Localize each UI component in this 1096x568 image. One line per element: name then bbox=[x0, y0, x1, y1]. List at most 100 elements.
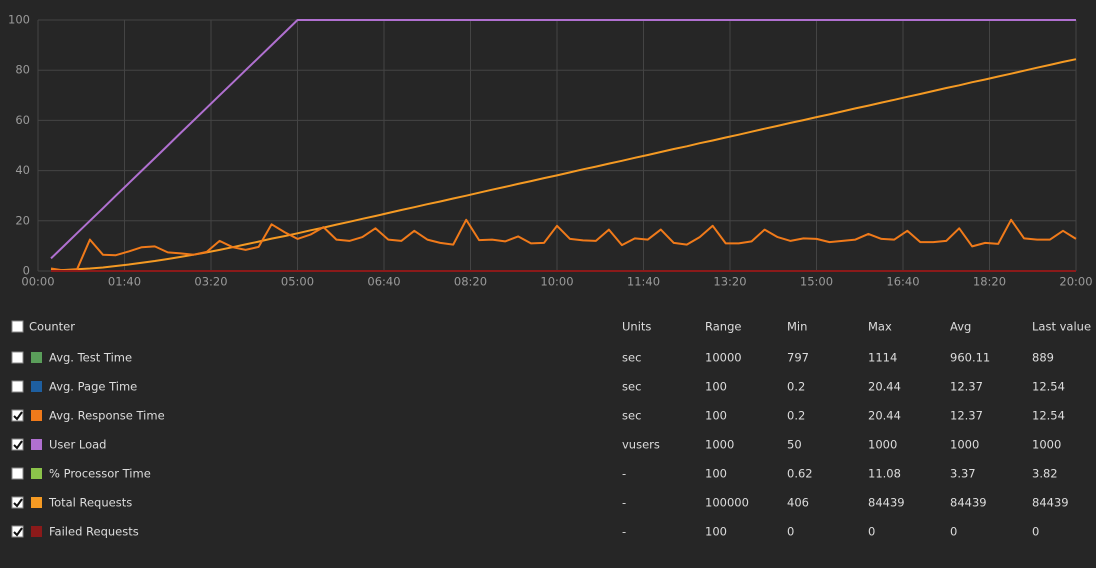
cell: 0 bbox=[868, 525, 875, 539]
checkbox[interactable] bbox=[11, 409, 24, 422]
cell: 3.37 bbox=[950, 467, 976, 481]
cell: 50 bbox=[787, 438, 802, 452]
cell: 100 bbox=[705, 525, 727, 539]
cell: 10000 bbox=[705, 351, 742, 365]
cell: 12.37 bbox=[950, 380, 983, 394]
color-swatch bbox=[31, 526, 42, 537]
counter-table: Counter Units Range Min Max Avg Last value Avg.… bbox=[11, 320, 1091, 539]
checkbox[interactable] bbox=[11, 467, 24, 480]
column-header: Units bbox=[622, 320, 651, 334]
cell: 12.54 bbox=[1032, 409, 1065, 423]
x-tick-label: 20:00 bbox=[1059, 275, 1092, 289]
counter-name: Avg. Test Time bbox=[49, 351, 132, 365]
x-tick-label: 00:00 bbox=[21, 275, 54, 289]
series-line bbox=[50, 19, 1076, 260]
cell: 0.2 bbox=[787, 409, 805, 423]
x-tick-label: 05:00 bbox=[281, 275, 314, 289]
color-swatch bbox=[31, 381, 42, 392]
cell: 0.2 bbox=[787, 380, 805, 394]
counter-name: User Load bbox=[49, 438, 106, 452]
counter-name: Avg. Response Time bbox=[49, 409, 165, 423]
counter-name: Avg. Page Time bbox=[49, 380, 137, 394]
counter-name: Total Requests bbox=[48, 496, 132, 510]
cell: 12.54 bbox=[1032, 380, 1065, 394]
cell: 960.11 bbox=[950, 351, 990, 365]
y-tick-label: 100 bbox=[8, 13, 30, 27]
cell: 20.44 bbox=[868, 380, 901, 394]
x-tick-label: 10:00 bbox=[540, 275, 573, 289]
cell: 100 bbox=[705, 380, 727, 394]
y-tick-label: 60 bbox=[15, 113, 30, 127]
column-header: Max bbox=[868, 320, 892, 334]
counter-name: Failed Requests bbox=[49, 525, 139, 539]
cell: 406 bbox=[787, 496, 809, 510]
cell: 84439 bbox=[1032, 496, 1069, 510]
cell: 100000 bbox=[705, 496, 749, 510]
checkbox[interactable] bbox=[11, 351, 24, 364]
cell: sec bbox=[622, 409, 641, 423]
x-tick-label: 16:40 bbox=[886, 275, 919, 289]
color-swatch bbox=[31, 497, 42, 508]
x-tick-label: 06:40 bbox=[367, 275, 400, 289]
series-line bbox=[50, 218, 1077, 272]
cell: 84439 bbox=[950, 496, 987, 510]
x-tick-label: 11:40 bbox=[627, 275, 660, 289]
cell: 12.37 bbox=[950, 409, 983, 423]
counter-name: % Processor Time bbox=[49, 467, 151, 481]
color-swatch bbox=[31, 439, 42, 450]
cell: 0 bbox=[1032, 525, 1039, 539]
column-header: Avg bbox=[950, 320, 971, 334]
y-tick-label: 80 bbox=[15, 63, 30, 77]
checkmark bbox=[13, 498, 23, 508]
cell: 100 bbox=[705, 409, 727, 423]
color-swatch bbox=[31, 468, 42, 479]
x-tick-label: 18:20 bbox=[973, 275, 1006, 289]
cell: - bbox=[622, 496, 626, 510]
column-header: Min bbox=[787, 320, 807, 334]
cell: - bbox=[622, 525, 626, 539]
cell: 84439 bbox=[868, 496, 905, 510]
x-tick-label: 13:20 bbox=[713, 275, 746, 289]
y-tick-label: 40 bbox=[15, 163, 30, 177]
column-header: Last value bbox=[1032, 320, 1091, 334]
checkbox[interactable] bbox=[11, 380, 24, 393]
checkbox[interactable] bbox=[11, 496, 24, 509]
x-tick-label: 03:20 bbox=[194, 275, 227, 289]
checkmark bbox=[13, 411, 23, 421]
cell: 1000 bbox=[868, 438, 897, 452]
cell: 1000 bbox=[1032, 438, 1061, 452]
cell: 0 bbox=[787, 525, 794, 539]
column-header: Counter bbox=[29, 320, 75, 334]
checkbox[interactable] bbox=[11, 525, 24, 538]
cell: 0.62 bbox=[787, 467, 813, 481]
cell: 3.82 bbox=[1032, 467, 1058, 481]
cell: 1114 bbox=[868, 351, 897, 365]
cell: 889 bbox=[1032, 351, 1054, 365]
y-tick-label: 20 bbox=[15, 213, 30, 227]
chart: 0 20 40 60 80 100 00:00 01:40 03:20 05:00 06:40 08:… bbox=[8, 13, 1093, 289]
cell: vusers bbox=[622, 438, 660, 452]
cell: 20.44 bbox=[868, 409, 901, 423]
color-swatch bbox=[31, 352, 42, 363]
cell: 0 bbox=[950, 525, 957, 539]
cell: sec bbox=[622, 380, 641, 394]
x-tick-label: 15:00 bbox=[800, 275, 833, 289]
column-header: Range bbox=[705, 320, 741, 334]
cell: sec bbox=[622, 351, 641, 365]
y-tick-label: 0 bbox=[23, 264, 30, 278]
color-swatch bbox=[31, 410, 42, 421]
checkbox[interactable] bbox=[11, 320, 24, 333]
plot bbox=[50, 19, 1077, 272]
x-tick-label: 01:40 bbox=[108, 275, 141, 289]
cell: 1000 bbox=[950, 438, 979, 452]
cell: 1000 bbox=[705, 438, 734, 452]
cell: - bbox=[622, 467, 626, 481]
cell: 797 bbox=[787, 351, 809, 365]
cell: 11.08 bbox=[868, 467, 901, 481]
checkmark bbox=[13, 527, 23, 537]
x-tick-label: 08:20 bbox=[454, 275, 487, 289]
checkbox[interactable] bbox=[11, 438, 24, 451]
cell: 100 bbox=[705, 467, 727, 481]
